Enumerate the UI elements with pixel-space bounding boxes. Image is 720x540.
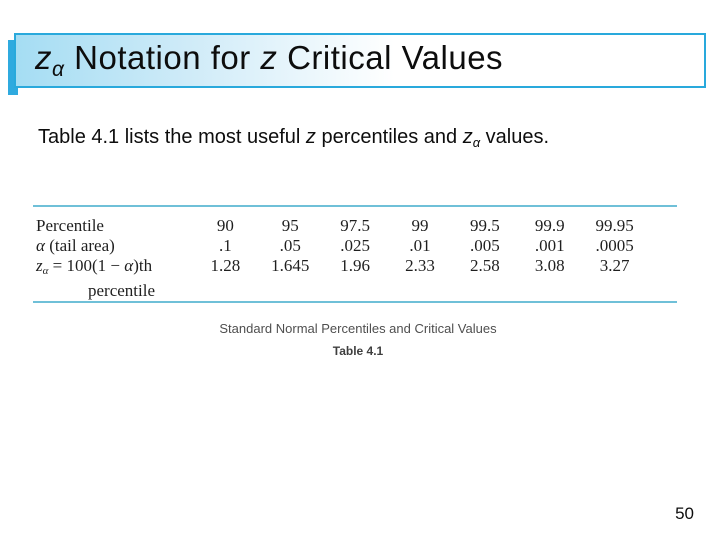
title-alpha-subscript: α	[52, 58, 65, 81]
table-row-z-critical: zα = 100(1 − α)th percentile 1.28 1.645 …	[33, 256, 647, 301]
equation-text: = 100(1 −	[48, 256, 125, 275]
table-cell: .001	[534, 236, 565, 255]
intro-alpha-subscript: α	[472, 135, 481, 150]
page-number: 50	[675, 504, 694, 523]
z-critical-label-line1: zα = 100(1 − α)th	[36, 256, 193, 281]
intro-z-symbol-2: z	[462, 126, 473, 148]
table-cell: 99.5	[469, 216, 500, 235]
row-label-percentile: Percentile	[36, 216, 104, 235]
title-z-symbol: z	[35, 39, 52, 76]
intro-z-symbol: z	[305, 126, 316, 148]
table-row-percentile: Percentile 90 95 97.5 99 99.5 99.9 99.95	[33, 216, 647, 236]
tail-area-label-text: (tail area)	[44, 236, 115, 255]
alpha-subscript: α	[42, 265, 49, 277]
table-cell: 99.9	[534, 216, 565, 235]
table-cell: 99.95	[595, 216, 634, 235]
intro-part2: percentiles and	[315, 126, 463, 148]
title-z-symbol-2: z	[260, 39, 278, 76]
alpha-symbol-2: α	[124, 256, 134, 275]
row-label-z-critical: zα = 100(1 − α)th percentile	[33, 256, 193, 301]
table-cell: .1	[219, 236, 232, 255]
table-cell: .025	[340, 236, 370, 255]
title-end-text: Critical Values	[277, 39, 504, 76]
table-cell: 3.27	[599, 256, 630, 275]
title-accent-bar	[8, 40, 18, 95]
equation-suffix: )th	[133, 256, 153, 275]
table-row-tail-area: α (tail area) .1 .05 .025 .01 .005 .001 …	[33, 236, 647, 256]
table-cell: 1.645	[271, 256, 310, 275]
table-cell: 99	[411, 216, 429, 235]
table-cell: 3.08	[534, 256, 565, 275]
table-caption-label: Table 4.1	[332, 344, 384, 358]
intro-part3: values.	[480, 126, 550, 148]
intro-text: Table 4.1 lists the most useful z percen…	[38, 126, 549, 150]
z-critical-label-line2: percentile	[88, 281, 156, 300]
alpha-symbol: α	[36, 236, 45, 255]
table-cell: 2.58	[469, 256, 500, 275]
title-bar: zα Notation for z Critical Values	[14, 33, 706, 88]
z-symbol: z	[36, 256, 43, 275]
title-middle-text: Notation for	[64, 39, 261, 76]
table-cell: .0005	[595, 236, 634, 255]
percentile-table: Percentile 90 95 97.5 99 99.5 99.9 99.95…	[33, 205, 677, 303]
table-cell: .005	[469, 236, 500, 255]
table-cell: 1.96	[340, 256, 370, 275]
intro-part1: Table 4.1 lists the most useful	[38, 126, 306, 148]
table-cell: 1.28	[210, 256, 241, 275]
table-caption: Standard Normal Percentiles and Critical…	[219, 321, 497, 336]
table-cell: 97.5	[340, 216, 370, 235]
table-cell: .05	[279, 236, 301, 255]
page-title: zα Notation for z Critical Values	[35, 39, 503, 82]
table-cell: .01	[409, 236, 431, 255]
table-cell: 90	[216, 216, 234, 235]
table-cell: 95	[281, 216, 299, 235]
table-cell: 2.33	[405, 256, 435, 275]
row-label-tail-area: α (tail area)	[33, 236, 193, 256]
